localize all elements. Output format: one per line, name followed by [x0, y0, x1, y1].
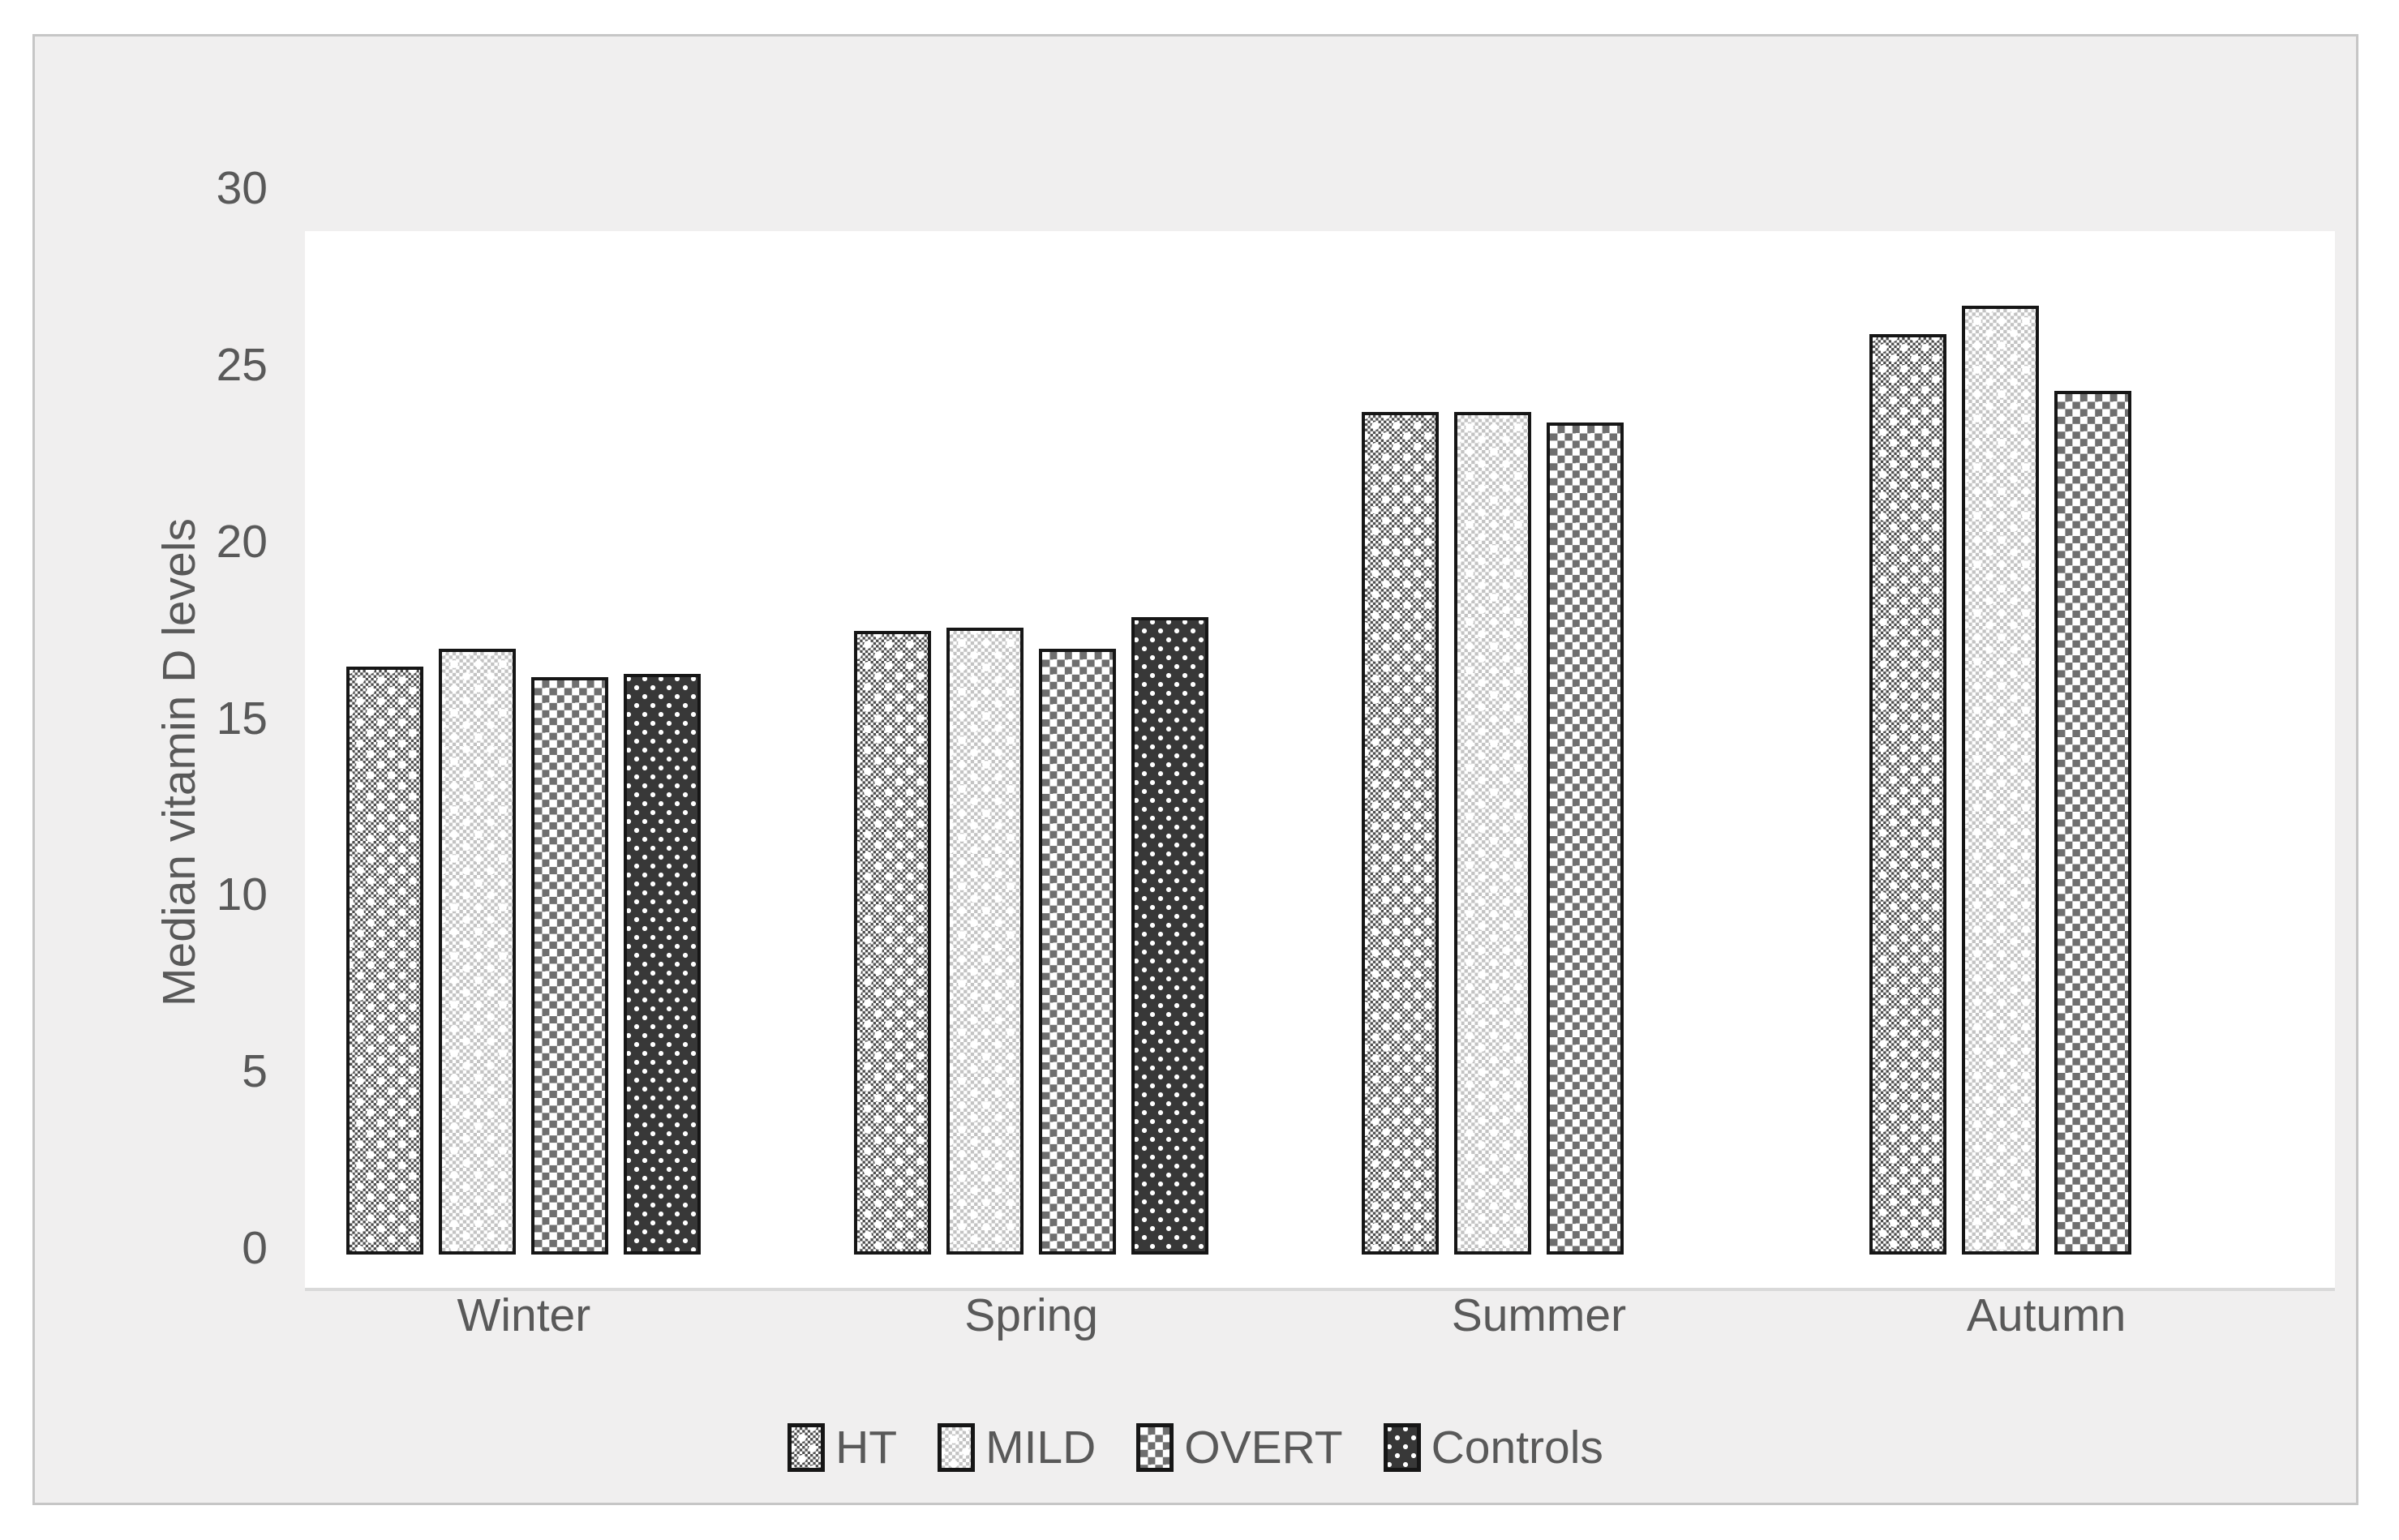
bar-mild-spring [946, 627, 1024, 1255]
bar-ht-autumn [1869, 334, 1946, 1255]
bar-overt-summer [1546, 423, 1624, 1255]
bar-ht-summer [1361, 412, 1439, 1255]
x-axis-line [305, 1288, 2335, 1291]
legend-label-mild: MILD [985, 1422, 1097, 1474]
legend-label-overt: OVERT [1184, 1422, 1343, 1474]
bar-overt-spring [1039, 649, 1117, 1255]
x-category-label-summer: Summer [1451, 1289, 1627, 1341]
legend-swatch-ht [788, 1423, 826, 1472]
chart-panel: Median vitamin D levels 0 5 10 15 20 25 30 Win… [32, 34, 2358, 1505]
y-tick-label: 5 [242, 1045, 268, 1098]
legend: HT MILD OVERT Controls [35, 1421, 2356, 1474]
bar-ht-winter [346, 666, 424, 1255]
bar-mild-winter [439, 649, 517, 1255]
y-tick-label: 0 [242, 1222, 268, 1274]
y-tick-label: 25 [216, 338, 268, 391]
y-tick-label: 15 [216, 692, 268, 744]
legend-swatch-overt [1136, 1423, 1174, 1472]
legend-item-mild: MILD [938, 1421, 1096, 1474]
bar-overt-winter [531, 676, 609, 1255]
bar-controls-winter [624, 673, 702, 1255]
bar-mild-autumn [1961, 306, 2039, 1255]
legend-item-overt: OVERT [1136, 1421, 1343, 1474]
bar-controls-spring [1131, 616, 1209, 1255]
legend-swatch-mild [938, 1423, 976, 1472]
legend-label-controls: Controls [1431, 1422, 1603, 1474]
bar-mild-summer [1453, 412, 1531, 1255]
legend-swatch-controls [1383, 1423, 1421, 1472]
legend-label-ht: HT [835, 1422, 898, 1474]
bar-overt-autumn [2054, 390, 2131, 1255]
y-tick-label: 30 [216, 162, 268, 214]
x-category-label-autumn: Autumn [1966, 1289, 2126, 1341]
x-category-label-winter: Winter [457, 1289, 591, 1341]
legend-item-ht: HT [788, 1421, 897, 1474]
legend-item-controls: Controls [1383, 1421, 1603, 1474]
bar-ht-spring [854, 631, 932, 1255]
y-axis-title: Median vitamin D levels [153, 518, 205, 1006]
y-tick-label: 10 [216, 869, 268, 921]
x-category-label-spring: Spring [964, 1289, 1099, 1341]
y-tick-label: 20 [216, 515, 268, 568]
